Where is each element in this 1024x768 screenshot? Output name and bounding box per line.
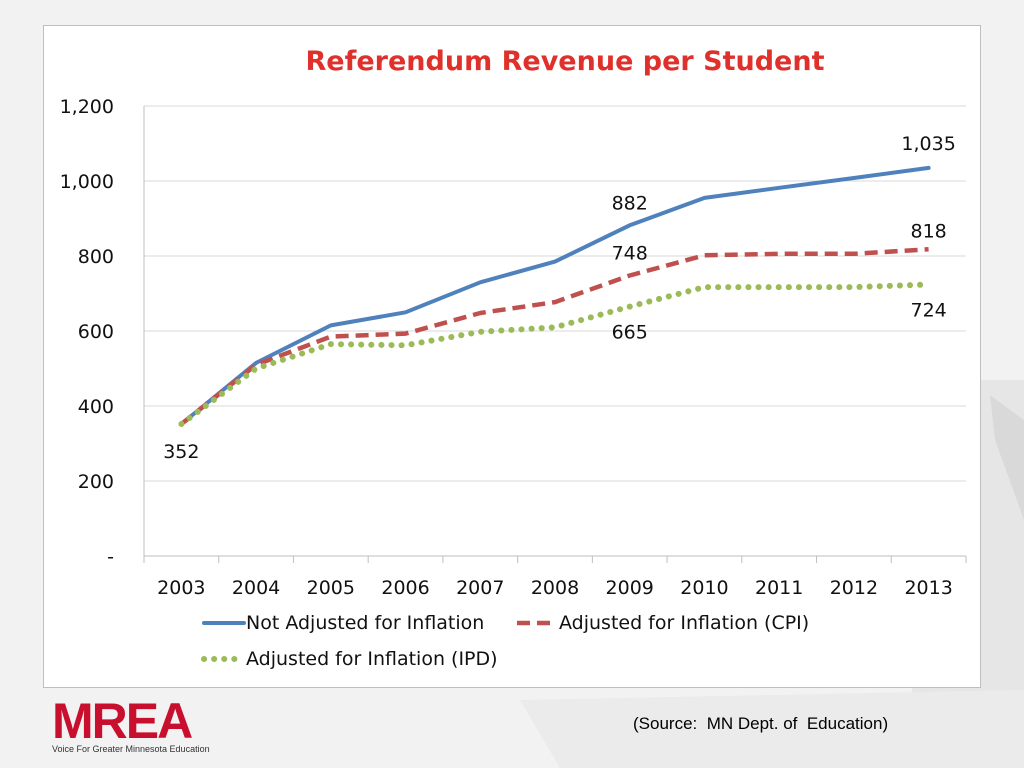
x-tick-label: 2005 <box>307 577 355 599</box>
x-tick-label: 2012 <box>830 577 878 599</box>
x-tick-label: 2008 <box>531 577 579 599</box>
chart-frame: Referendum Revenue per Student - 200 400 60… <box>43 25 981 688</box>
x-tick-label: 2013 <box>904 577 952 599</box>
logo-wordmark: MREA <box>52 693 193 749</box>
data-label: 748 <box>612 243 648 265</box>
source-note: (Source: MN Dept. of Education) <box>633 714 889 733</box>
background-shape-bottom <box>520 690 1024 768</box>
data-label: 724 <box>911 300 947 322</box>
x-tick-label: 2009 <box>606 577 654 599</box>
gridlines <box>144 105 966 482</box>
series-line-2 <box>180 247 929 426</box>
y-tick-label: 400 <box>78 396 114 418</box>
x-tick-label: 2010 <box>680 577 728 599</box>
mrea-logo: MREA Voice For Greater Minnesota Educati… <box>52 693 222 758</box>
y-tick-label: - <box>107 546 114 568</box>
series-line-3 <box>178 281 932 427</box>
y-tick-label: 800 <box>78 246 114 268</box>
logo-tagline: Voice For Greater Minnesota Education <box>52 744 210 754</box>
x-tick-label: 2011 <box>755 577 803 599</box>
legend-label-1: Not Adjusted for Inflation <box>246 612 484 634</box>
data-label: 352 <box>163 441 199 463</box>
y-tick-label: 200 <box>78 471 114 493</box>
y-tick-label: 1,000 <box>60 171 114 193</box>
x-tick-label: 2003 <box>157 577 205 599</box>
data-labels: 352 882 1,035 748 818 665 724 <box>163 133 956 463</box>
chart-title: Referendum Revenue per Student <box>306 46 825 77</box>
axes: - 200 400 600 800 1,000 1,200 2003 2004 2005 2006 2… <box>60 96 967 599</box>
legend: Not Adjusted for Inflation Adjusted for I… <box>201 612 809 670</box>
legend-label-2: Adjusted for Inflation (CPI) <box>559 612 809 634</box>
y-tick-label: 1,200 <box>60 96 114 118</box>
y-tick-label: 600 <box>78 321 114 343</box>
legend-label-3: Adjusted for Inflation (IPD) <box>246 648 498 670</box>
line-chart: Referendum Revenue per Student - 200 400 60… <box>60 46 967 670</box>
background-shape-accent <box>990 395 1024 520</box>
series-lines <box>178 165 932 427</box>
data-label: 882 <box>612 192 648 214</box>
x-tick-label: 2007 <box>456 577 504 599</box>
x-tick-label: 2006 <box>381 577 429 599</box>
x-tick-label: 2004 <box>232 577 280 599</box>
data-label: 818 <box>911 220 947 242</box>
data-label: 665 <box>612 322 648 344</box>
data-label: 1,035 <box>901 133 955 155</box>
series-line-1 <box>179 165 931 426</box>
